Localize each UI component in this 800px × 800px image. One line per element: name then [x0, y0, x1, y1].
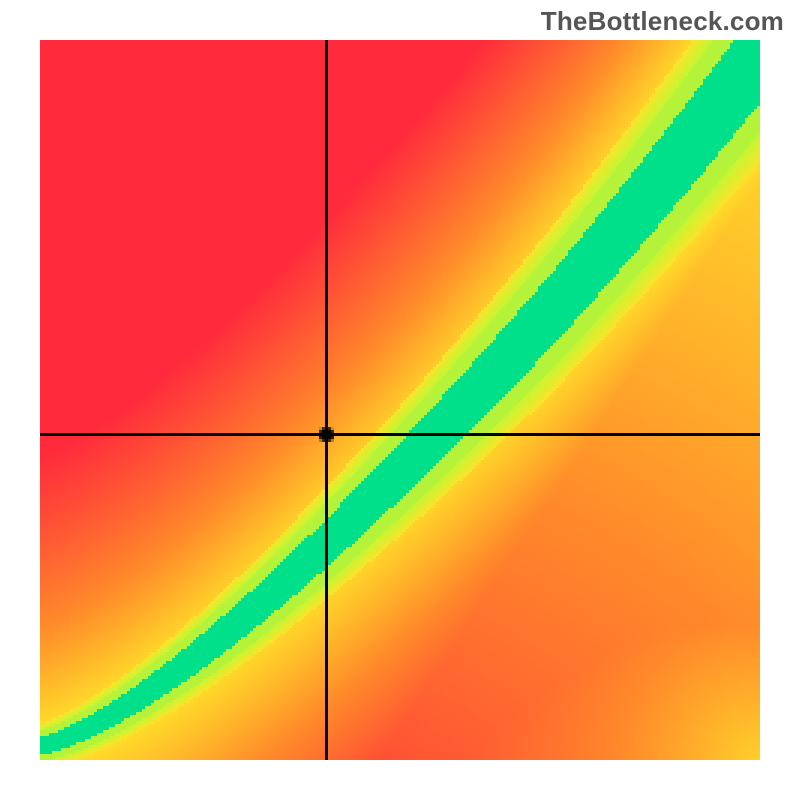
chart-stage: TheBottleneck.com: [0, 0, 800, 800]
bottleneck-heatmap: [40, 40, 760, 760]
watermark-text: TheBottleneck.com: [541, 6, 784, 37]
